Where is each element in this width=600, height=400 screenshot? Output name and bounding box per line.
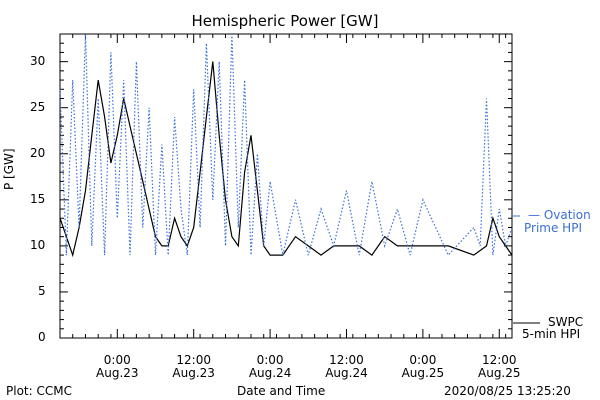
x-tick-label-date: Aug.23: [96, 366, 139, 380]
plot-frame: [59, 33, 513, 339]
x-tick-label-date: Aug.23: [172, 366, 215, 380]
y-tick-label: 25: [30, 99, 46, 114]
series-swpc-5min-hpi: [59, 61, 513, 258]
x-tick-label-time: 12:00: [481, 353, 517, 367]
x-tick-label-date: Aug.25: [478, 366, 521, 380]
x-tick-label-time: 0:00: [256, 353, 284, 367]
x-tick-label-time: 12:00: [329, 353, 364, 367]
legend-ovation-sublabel: Prime HPI: [524, 221, 582, 235]
legend-marks: [513, 215, 540, 324]
x-tick-label-date: Aug.24: [325, 366, 368, 380]
x-tick-label-time: 12:00: [176, 353, 211, 367]
axes: [59, 33, 513, 339]
series-ovation-prime-hpi: [59, 33, 513, 257]
y-axis-label: P [GW]: [2, 148, 16, 190]
x-tick-label-time: 0:00: [409, 353, 437, 367]
chart-title: Hemispheric Power [GW]: [191, 12, 379, 30]
series-lines: [59, 33, 513, 258]
x-axis-label: Date and Time: [237, 384, 326, 398]
y-tick-label: 5: [38, 283, 46, 298]
x-tick-label-date: Aug.24: [248, 366, 292, 380]
y-tick-label: 30: [30, 53, 46, 68]
y-tick-label: 15: [30, 191, 46, 206]
y-tick-label: 0: [38, 330, 46, 344]
y-tick-label: 10: [30, 237, 46, 252]
x-tick-label-time: 0:00: [103, 353, 131, 367]
axis-ticks: [59, 33, 512, 339]
legend-swpc-label: SWPC: [548, 315, 584, 329]
footer-credit: Plot: CCMC: [6, 384, 72, 398]
y-tick-label: 20: [30, 145, 46, 160]
legend-swpc-sublabel: 5-min HPI: [522, 327, 581, 341]
x-tick-label-date: Aug.25: [401, 366, 445, 380]
legend-ovation-label: — Ovation: [528, 208, 591, 222]
footer-timestamp: 2020/08/25 13:25:20: [444, 384, 571, 398]
